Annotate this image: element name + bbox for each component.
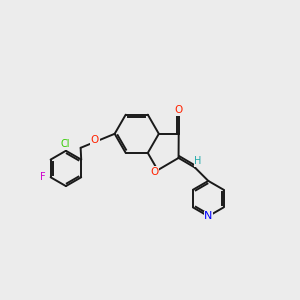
Text: F: F: [40, 172, 46, 182]
Text: O: O: [150, 167, 158, 177]
Text: Cl: Cl: [61, 139, 70, 149]
Text: N: N: [204, 211, 212, 221]
Text: O: O: [175, 105, 183, 115]
Text: H: H: [194, 156, 202, 166]
Text: O: O: [91, 135, 99, 145]
